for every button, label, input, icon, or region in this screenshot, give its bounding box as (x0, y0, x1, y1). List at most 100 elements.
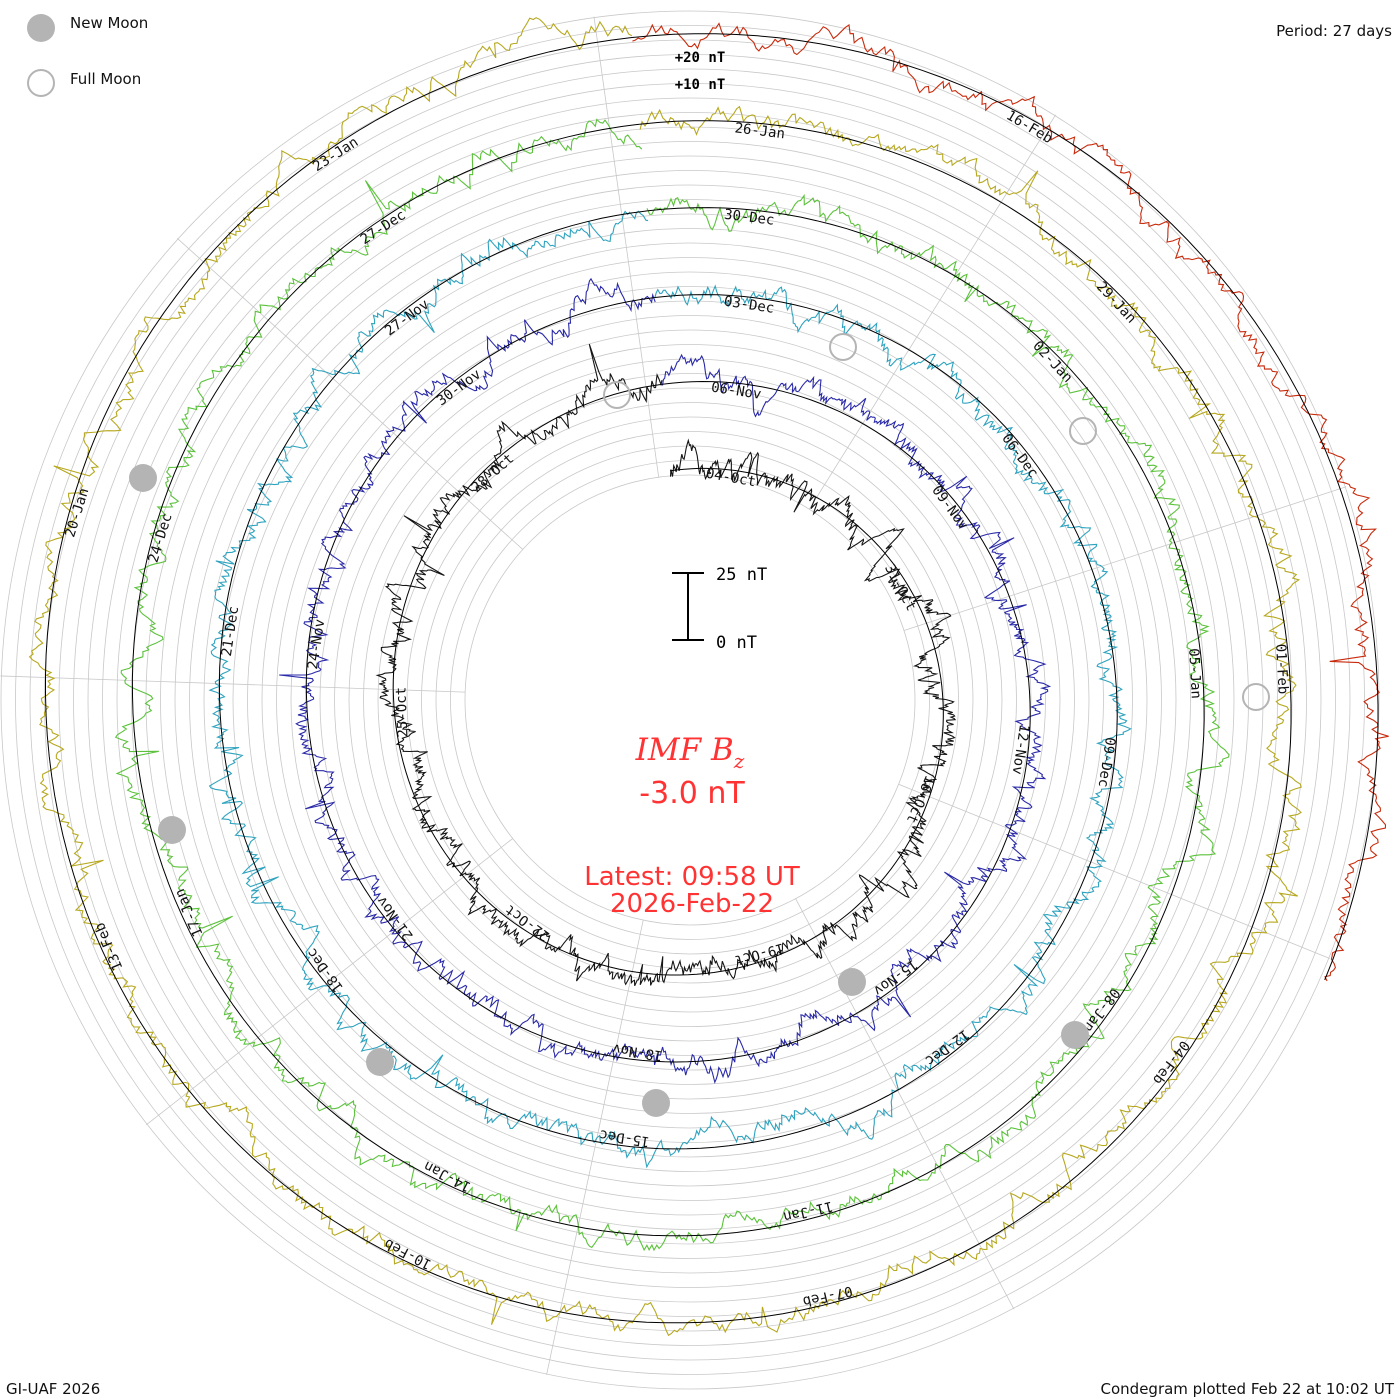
full-moon-marker (1069, 417, 1097, 445)
grid-ring (232, 242, 1148, 1158)
grid-ring (450, 460, 930, 940)
credit-label: GI-UAF 2026 (6, 1380, 101, 1398)
date-label: 13-Feb (92, 920, 126, 973)
new-moon-icon (27, 14, 55, 42)
date-label: 06-Nov (710, 379, 762, 402)
center-value: -3.0 nT (639, 776, 745, 811)
baseline-ring-2 (218, 210, 1118, 1150)
trace-ring-0 (375, 343, 957, 987)
date-label: 21-Dec (219, 605, 242, 657)
grid-ring (290, 300, 1090, 1100)
new-moon-legend-label: New Moon (70, 14, 149, 32)
moon-markers (129, 333, 1270, 1117)
new-moon-marker (129, 464, 157, 492)
new-moon-marker (642, 1089, 670, 1117)
center-latest-date: 2026-Feb-22 (610, 889, 774, 919)
date-label: 24-Dec (146, 512, 176, 565)
trace-ring-4 (28, 17, 1302, 1337)
center-readout: IMF Bz -3.0 nT Latest: 09:58 UT 2026-Feb… (584, 732, 800, 919)
grid-ring (131, 141, 1249, 1259)
grid-ring (319, 329, 1061, 1071)
trace-ring-3 (114, 118, 1230, 1252)
center-title: IMF Bz (635, 732, 745, 773)
date-label: 01-Feb (1272, 643, 1291, 694)
date-label: 14-Jan (421, 1157, 473, 1194)
baseline-ring-1 (305, 297, 1031, 1063)
date-label: 09-Nov (928, 483, 971, 533)
grid-ring (15, 25, 1365, 1375)
date-label: 09-Dec (1095, 736, 1118, 788)
day-spoke (546, 920, 644, 1376)
grid-ring (160, 170, 1220, 1230)
grid-ring (334, 344, 1046, 1056)
grid-ring (247, 257, 1133, 1143)
baseline-ring-0 (392, 383, 944, 976)
day-spoke (808, 114, 1056, 510)
grid-ring (363, 373, 1017, 1027)
grid-ring (464, 474, 916, 926)
new-moon-marker (158, 816, 186, 844)
date-label: 30-Dec (723, 207, 775, 229)
scale-bar-top-label: 25 nT (716, 565, 767, 585)
date-label: 12-Nov (1009, 723, 1032, 775)
day-spokes (0, 16, 1347, 1376)
grid-ring (73, 83, 1307, 1317)
day-spoke (146, 838, 513, 1126)
ring-baselines (45, 33, 1379, 1324)
baseline-ring-3 (131, 123, 1205, 1237)
grid-ring (261, 271, 1119, 1129)
day-spoke (0, 675, 466, 693)
baseline-ring-5 (631, 33, 1379, 981)
grid-ring (203, 213, 1177, 1187)
full-moon-marker (829, 333, 857, 361)
grid-ring (276, 286, 1104, 1114)
trace-ring-2 (208, 210, 1132, 1169)
date-label: 22-Oct (502, 901, 552, 944)
date-label: 26-Jan (734, 120, 786, 142)
ring-scale-label-20: +20 nT (675, 50, 726, 66)
date-label: 05-Jan (1185, 648, 1204, 699)
date-labels: 04-Oct31-Oct16-Oct19-Oct22-Oct25-Oct28-O… (62, 108, 1290, 1310)
scale-bar-bottom-label: 0 nT (716, 633, 757, 653)
date-label: 10-Feb (382, 1235, 434, 1272)
day-spoke (795, 898, 1015, 1310)
new-moon-marker (838, 968, 866, 996)
date-label: 29-Jan (1093, 279, 1139, 327)
grid-ring (377, 387, 1003, 1013)
date-label: 20-Jan (62, 486, 92, 539)
grid-ring (145, 155, 1235, 1245)
ring-scale-label-10: +10 nT (675, 77, 726, 93)
date-label: 15-Dec (598, 1126, 650, 1149)
grid-ring (87, 97, 1293, 1303)
grid-ring (392, 402, 988, 998)
center-title-subscript: z (733, 749, 745, 773)
full-moon-legend-label: Full Moon (70, 70, 142, 88)
new-moon-marker (1061, 1021, 1089, 1049)
grid-ring (218, 228, 1162, 1172)
data-traces (28, 17, 1389, 1337)
full-moon-marker (603, 381, 631, 409)
center-latest-time: Latest: 09:58 UT (584, 862, 800, 892)
grid-ring (102, 112, 1278, 1288)
grid-ring (305, 315, 1075, 1085)
grid-ring (174, 184, 1206, 1216)
grid-ring (58, 68, 1322, 1332)
date-label: 18-Nov (611, 1040, 663, 1063)
date-label: 18-Dec (304, 945, 347, 995)
date-label: 31-Oct (881, 562, 919, 614)
day-spoke (898, 783, 1330, 959)
grid-ring (406, 416, 974, 984)
trace-ring-5 (632, 22, 1389, 982)
full-moon-icon (27, 69, 55, 97)
day-spoke (593, 16, 660, 478)
date-label: 17-Jan (172, 886, 206, 939)
ring-grid (0, 10, 1380, 1390)
baseline-ring-4 (45, 37, 1292, 1324)
date-label: 25-Oct (393, 687, 411, 738)
grid-ring (44, 54, 1336, 1346)
grid-ring (189, 199, 1191, 1201)
day-spoke (176, 238, 524, 550)
trace-ring-1 (279, 277, 1052, 1084)
center-title-main: IMF B (635, 732, 734, 768)
